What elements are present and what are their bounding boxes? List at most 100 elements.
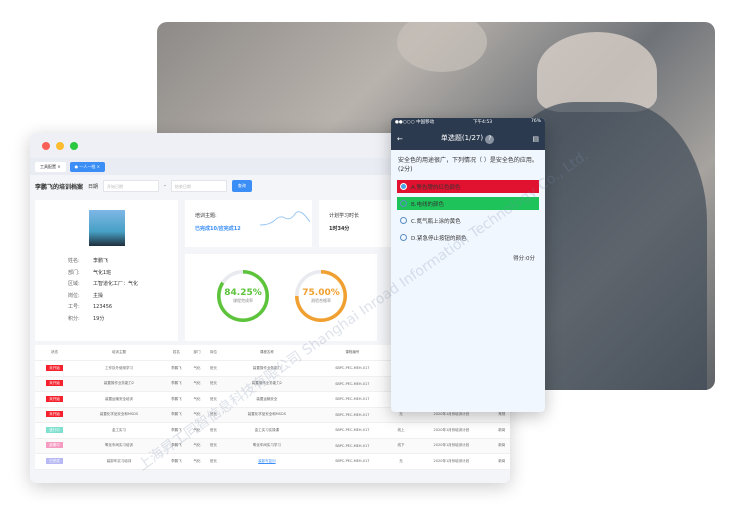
training-table: 状态培训主题姓名部门岗位课程名称课程编号方式计划类型未开始工作队外使用学习李鹏飞… — [35, 345, 510, 470]
close-dot[interactable] — [42, 141, 50, 150]
table-row[interactable]: 延期中 氧化车间实习培训 李鹏飞 气化 班长 氧化车间实习学习 SBPC-PEC-MEH-0… — [35, 438, 510, 454]
field-value: 气化1班 — [93, 269, 112, 276]
desktop-window: 工具配置 × ● 一人一档 × 李鹏飞的培训档案 日期 开始日期 - 结束日期 查… — [30, 133, 510, 483]
status-badge: 进行中 — [46, 426, 63, 433]
nav-bar: ← 单选题(1/27) ? ▤ — [391, 127, 545, 150]
table-cell: 装置化学品安全和MSDS — [221, 407, 312, 423]
field-value: 123456 — [93, 304, 113, 310]
field-value: 工智道化工厂：气化 — [93, 281, 139, 287]
profile-field: 积分: 19分 — [68, 314, 178, 326]
option-label: D.紧急停止按钮的颜色 — [411, 235, 467, 242]
ring-value: 84.25% — [224, 288, 262, 298]
table-cell: 新岗 — [493, 453, 510, 470]
field-label: 区域: — [68, 281, 80, 287]
column-header[interactable]: 课程名称 — [221, 345, 312, 361]
table-cell: 班长 — [205, 391, 222, 408]
table-cell: 装卸车实习培训 — [73, 453, 165, 470]
profile-field: 姓名: 李鹏飞 — [68, 256, 178, 268]
ring-value: 75.00% — [302, 288, 340, 298]
maximize-dot[interactable] — [70, 141, 78, 150]
table-cell: SBPC-PEC-MEH-017 — [311, 376, 393, 392]
table-cell: 班长 — [205, 360, 222, 377]
table-cell: 李鹏飞 — [164, 422, 189, 439]
minimize-dot[interactable] — [56, 141, 64, 150]
field-label: 部门: — [68, 269, 80, 276]
column-header[interactable]: 部门 — [188, 345, 206, 361]
field-value: 李鹏飞 — [93, 258, 109, 264]
plan-time-label: 计划学习时长 — [329, 213, 360, 219]
answer-option[interactable]: C.氮气瓶上涂的黄色 — [397, 214, 539, 227]
option-label: A.警告牌的红色颜色 — [411, 184, 461, 191]
radio-icon — [400, 217, 407, 224]
table-cell: 装卸车复训 — [221, 453, 312, 470]
answer-option[interactable]: B.电线的颜色 — [397, 197, 539, 210]
tab-profile[interactable]: ● 一人一档 × — [69, 161, 106, 172]
table-cell: 班长 — [205, 407, 222, 423]
table-cell: 气化 — [188, 407, 206, 423]
field-label: 积分: — [68, 315, 80, 322]
course-completion-ring: 84.25% 课程完成率 — [217, 270, 269, 322]
table-row[interactable]: 已完成 装卸车实习培训 李鹏飞 气化 班长 装卸车复训 SBPC-PEC-MEH-017 无 2… — [35, 453, 510, 470]
table-cell: 气化 — [188, 453, 206, 470]
status-badge: 未开始 — [46, 395, 63, 402]
plan-time-value: 1时34分 — [329, 226, 350, 232]
field-value: 19分 — [93, 315, 105, 322]
status-badge: 未开始 — [46, 380, 63, 387]
end-date-input[interactable]: 结束日期 — [170, 180, 227, 192]
date-label: 日期 — [88, 183, 99, 190]
table-cell: 班长 — [205, 422, 222, 439]
profile-field: 部门: 气化1班 — [68, 268, 178, 280]
table-cell: 氧化车间实习培训 — [73, 438, 165, 454]
table-cell: 李鹏飞 — [164, 391, 189, 408]
column-header[interactable]: 岗位 — [205, 345, 222, 361]
start-date-input[interactable]: 开始日期 — [103, 180, 160, 192]
answer-option[interactable]: A.警告牌的红色颜色 — [397, 180, 539, 193]
help-icon[interactable]: ? — [485, 135, 495, 144]
table-cell: 气化 — [188, 438, 206, 454]
field-label: 岗位: — [68, 292, 80, 299]
radio-icon — [400, 183, 407, 190]
table-cell: 无 — [392, 453, 410, 470]
column-header[interactable]: 姓名 — [164, 345, 189, 361]
column-header[interactable]: 状态 — [35, 345, 74, 361]
answer-sheet-icon[interactable]: ▤ — [532, 134, 539, 143]
rings-card: 84.25% 课程完成率 75.00% 测验合格率 — [185, 254, 377, 341]
option-label: C.氮气瓶上涂的黄色 — [411, 218, 461, 225]
table-cell: SBPC-PEC-MEH-017 — [311, 360, 393, 377]
test-pass-ring: 75.00% 测验合格率 — [295, 270, 347, 322]
table-cell: 装置运输安全 — [221, 391, 312, 408]
training-topic-card: 培训主题: 已完成10/应完成12 — [185, 200, 312, 247]
status-badge: 已完成 — [46, 457, 63, 464]
column-header[interactable]: 培训主题 — [73, 345, 165, 361]
table-cell: SBPC-PEC-MEH-017 — [311, 453, 393, 470]
table-cell: 金工实习 — [73, 422, 165, 439]
answer-option[interactable]: D.紧急停止按钮的颜色 — [397, 231, 539, 244]
table-cell: 李鹏飞 — [164, 453, 189, 470]
option-label: B.电线的颜色 — [411, 201, 445, 208]
table-cell: 班长 — [205, 453, 222, 470]
table-cell: 装置操作业务能力 — [221, 360, 312, 377]
radio-icon — [400, 200, 407, 207]
avatar — [88, 210, 125, 246]
clock: 下午4:53 — [472, 120, 493, 125]
tab-label: 工具配置 — [40, 163, 56, 169]
tab-tools[interactable]: 工具配置 × — [35, 161, 66, 172]
column-header[interactable]: 课程编号 — [311, 345, 393, 361]
table-cell: 装置运输安全培训 — [73, 391, 165, 408]
field-value: 主操 — [93, 292, 104, 299]
page-title: 李鹏飞的培训档案 — [35, 183, 84, 191]
table-cell: 线下 — [392, 438, 410, 454]
status-badge: 未开始 — [46, 364, 63, 371]
table-cell: 2020年1月份培训计划 — [409, 438, 494, 454]
training-topic-value: 已完成10/应完成12 — [195, 226, 241, 232]
training-topic-label: 培训主题: — [195, 213, 217, 219]
table-cell: 气化 — [188, 360, 206, 377]
table-cell: 气化 — [188, 391, 206, 408]
search-button[interactable]: 查询 — [231, 180, 252, 192]
battery: 76% — [530, 119, 541, 124]
back-arrow-icon[interactable]: ← — [397, 134, 403, 143]
table-cell: 李鹏飞 — [164, 407, 189, 423]
ring-label: 课程完成率 — [233, 298, 253, 303]
table-row[interactable]: 进行中 金工实习 李鹏飞 气化 班长 金工实习实操课 SBPC-PEC-MEH-017 线上 2… — [35, 422, 510, 439]
table-cell: 氧化车间实习学习 — [221, 438, 312, 454]
